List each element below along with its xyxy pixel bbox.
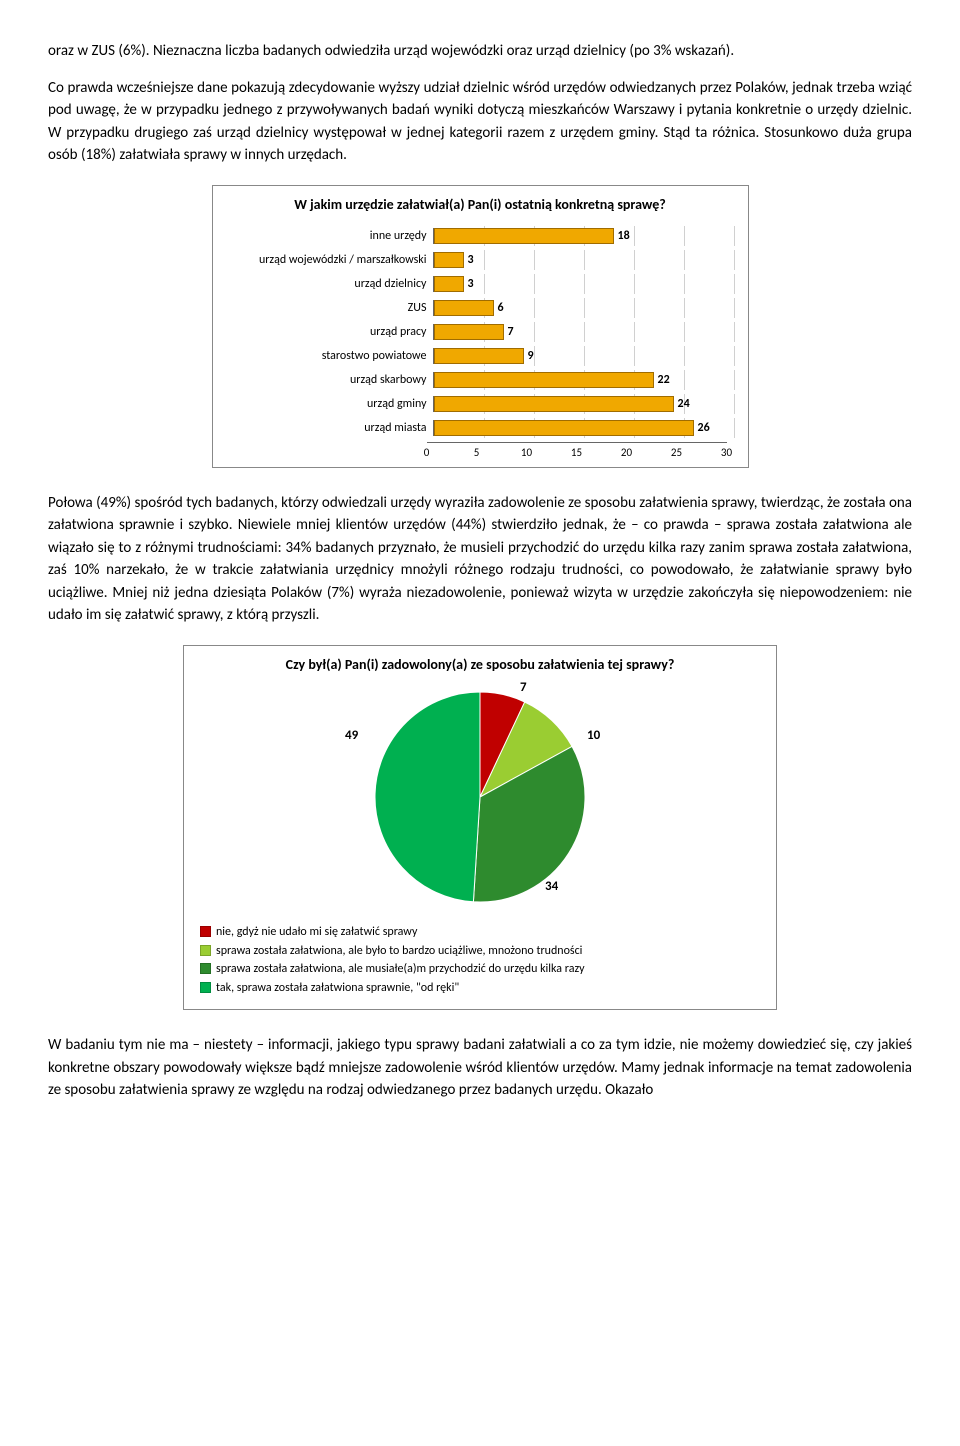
bar-row: urząd wojewódzki / marszałkowski 3 — [227, 248, 734, 272]
legend-label: sprawa została załatwiona, ale było to b… — [216, 943, 582, 960]
legend-item: tak, sprawa została załatwiona sprawnie,… — [200, 980, 760, 997]
bar-row: urząd skarbowy 22 — [227, 368, 734, 392]
legend-label: sprawa została załatwiona, ale musiałe(a… — [216, 961, 585, 978]
bar-fill — [434, 276, 464, 292]
pie-chart-title: Czy był(a) Pan(i) zadowolony(a) ze sposo… — [200, 656, 760, 674]
bar-value: 26 — [697, 419, 709, 437]
paragraph: Co prawda wcześniejsze dane pokazują zde… — [48, 77, 912, 167]
bar-value: 22 — [658, 371, 670, 389]
bar-fill — [434, 348, 524, 364]
legend-label: tak, sprawa została załatwiona sprawnie,… — [216, 980, 459, 997]
bar-value: 18 — [618, 227, 630, 245]
bar-fill — [434, 228, 614, 244]
pie-value-label: 34 — [545, 877, 558, 897]
bar-x-axis: 051015202530 — [427, 442, 727, 461]
legend-item: sprawa została załatwiona, ale było to b… — [200, 943, 760, 960]
bar-label: urząd dzielnicy — [227, 275, 433, 293]
bar-label: inne urzędy — [227, 227, 433, 245]
bar-fill — [434, 372, 654, 388]
bar-label: urząd gminy — [227, 395, 433, 413]
bar-label: urząd pracy — [227, 323, 433, 341]
legend-swatch — [200, 963, 211, 974]
bar-value: 3 — [468, 251, 474, 269]
bar-label: ZUS — [227, 299, 433, 317]
pie-value-label: 10 — [587, 726, 600, 746]
legend-label: nie, gdyż nie udało mi się załatwić spra… — [216, 924, 417, 941]
legend-swatch — [200, 945, 211, 956]
bar-value: 9 — [528, 347, 534, 365]
pie-chart-container: Czy był(a) Pan(i) zadowolony(a) ze sposo… — [48, 645, 912, 1010]
bar-row: urząd gminy 24 — [227, 392, 734, 416]
paragraph: oraz w ZUS (6%). Nieznaczna liczba badan… — [48, 40, 912, 63]
bar-fill — [434, 420, 694, 436]
bar-row: starostwo powiatowe 9 — [227, 344, 734, 368]
bar-chart-container: W jakim urzędzie załatwiał(a) Pan(i) ost… — [48, 185, 912, 468]
bar-label: starostwo powiatowe — [227, 347, 433, 365]
paragraph: Połowa (49%) spośród tych badanych, któr… — [48, 492, 912, 627]
bar-row: inne urzędy 18 — [227, 224, 734, 248]
paragraph: W badaniu tym nie ma – niestety – inform… — [48, 1034, 912, 1102]
bar-fill — [434, 300, 494, 316]
pie-value-label: 49 — [345, 726, 358, 746]
bar-value: 6 — [498, 299, 504, 317]
bar-chart: W jakim urzędzie załatwiał(a) Pan(i) ost… — [212, 185, 749, 468]
bar-row: ZUS 6 — [227, 296, 734, 320]
pie-slice — [375, 692, 480, 902]
pie-legend: nie, gdyż nie udało mi się załatwić spra… — [200, 924, 760, 997]
bar-value: 24 — [678, 395, 690, 413]
bar-fill — [434, 324, 504, 340]
bar-chart-title: W jakim urzędzie załatwiał(a) Pan(i) ost… — [227, 196, 734, 214]
bar-row: urząd miasta 26 — [227, 416, 734, 440]
legend-swatch — [200, 982, 211, 993]
pie-chart: Czy był(a) Pan(i) zadowolony(a) ze sposo… — [183, 645, 777, 1010]
bar-value: 7 — [508, 323, 514, 341]
bar-fill — [434, 252, 464, 268]
bar-fill — [434, 396, 674, 412]
bar-value: 3 — [468, 275, 474, 293]
pie-svg — [365, 682, 595, 912]
pie-value-label: 7 — [520, 678, 527, 698]
legend-item: nie, gdyż nie udało mi się załatwić spra… — [200, 924, 760, 941]
legend-swatch — [200, 926, 211, 937]
bar-row: urząd pracy 7 — [227, 320, 734, 344]
legend-item: sprawa została załatwiona, ale musiałe(a… — [200, 961, 760, 978]
bar-label: urząd wojewódzki / marszałkowski — [227, 251, 433, 269]
bar-label: urząd skarbowy — [227, 371, 433, 389]
bar-label: urząd miasta — [227, 419, 433, 437]
bar-row: urząd dzielnicy 3 — [227, 272, 734, 296]
